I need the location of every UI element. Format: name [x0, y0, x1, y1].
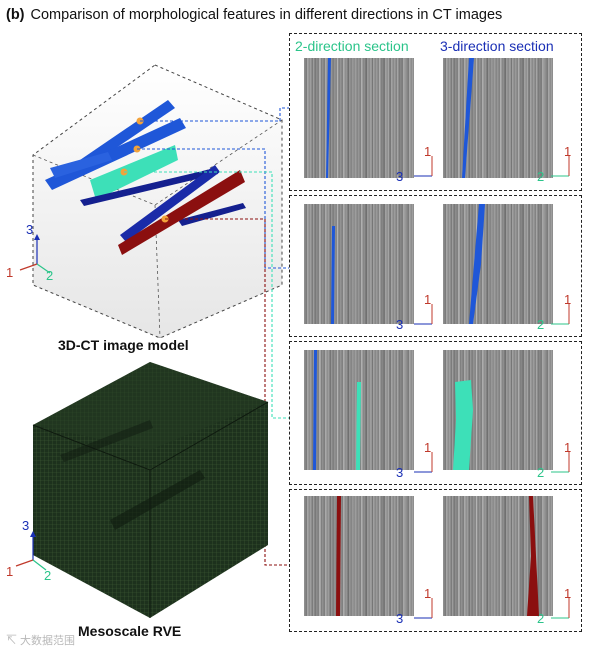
axes-2dir [414, 452, 433, 473]
header-3-direction: 3-direction section [440, 38, 554, 54]
rve-axis-1-label: 1 [6, 564, 14, 579]
axes-2dir [414, 304, 433, 325]
ct-axis-2-label: 2 [46, 268, 54, 283]
ct-slice-3dir [443, 496, 553, 616]
axes-3dir [551, 304, 570, 325]
axis-1-label: 1 [564, 144, 572, 159]
bundle-navy-2 [120, 165, 220, 242]
caption-ct-model: 3D-CT image model [58, 337, 189, 353]
ct-slice-3dir [443, 350, 553, 470]
ct-slice-2dir [304, 58, 414, 178]
bundle-blue-dotted [50, 152, 112, 178]
rve-axis-2-label: 2 [44, 568, 52, 583]
ct-axes [19, 234, 51, 274]
axis-1-label: 1 [424, 292, 432, 307]
ct-slice-2dir [304, 350, 414, 470]
title-text: Comparison of morphological features in … [30, 7, 503, 23]
axis-1-label: 1 [564, 292, 572, 307]
bundle-navy-1 [80, 168, 218, 206]
axes-3dir [551, 598, 570, 619]
connectors [124, 107, 289, 566]
axes-3dir [551, 156, 570, 177]
section-panel-4: 3 1 2 1 [289, 489, 582, 632]
axis-1-label: 1 [564, 586, 572, 601]
rve-cube [32, 362, 269, 618]
ct-slice-2dir [304, 496, 414, 616]
section-panel-1: 2-direction section 3-direction section … [289, 33, 582, 191]
axis-2-label: 2 [537, 169, 545, 184]
panel-label: (b) [6, 7, 25, 23]
axes-3dir [551, 452, 570, 473]
axes-2dir [414, 156, 433, 177]
bundle-blue-mid [45, 118, 186, 190]
watermark: ↸ 大数据范围 [6, 635, 76, 647]
axis-2-label: 2 [537, 465, 545, 480]
axis-1-label: 1 [424, 586, 432, 601]
axis-2-label: 2 [537, 611, 545, 626]
axis-3-label: 3 [396, 465, 404, 480]
section-panel-3: 3 1 2 1 [289, 341, 582, 485]
axis-3-label: 3 [396, 317, 404, 332]
ct-slice-2dir [304, 204, 414, 324]
rve-axes [15, 531, 47, 571]
axis-3-label: 3 [396, 611, 404, 626]
bundle-navy-3 [178, 203, 246, 226]
rve-axis-3-label: 3 [22, 518, 30, 533]
caption-rve: Mesoscale RVE [78, 623, 182, 639]
header-2-direction: 2-direction section [295, 38, 409, 54]
section-panel-2: 3 1 2 1 [289, 195, 582, 337]
ct-cube [32, 64, 283, 339]
axis-1-label: 1 [424, 440, 432, 455]
axes-2dir [414, 598, 433, 619]
ct-axis-1-label: 1 [6, 265, 14, 280]
figure-title: (b) Comparison of morphological features … [6, 7, 502, 23]
ct-slice-3dir [443, 204, 553, 324]
bundle-darkred [118, 170, 245, 255]
ct-slice-3dir [443, 58, 553, 178]
axis-1-label: 1 [424, 144, 432, 159]
axis-1-label: 1 [564, 440, 572, 455]
axis-2-label: 2 [537, 317, 545, 332]
axis-3-label: 3 [396, 169, 404, 184]
ct-axis-3-label: 3 [26, 222, 34, 237]
